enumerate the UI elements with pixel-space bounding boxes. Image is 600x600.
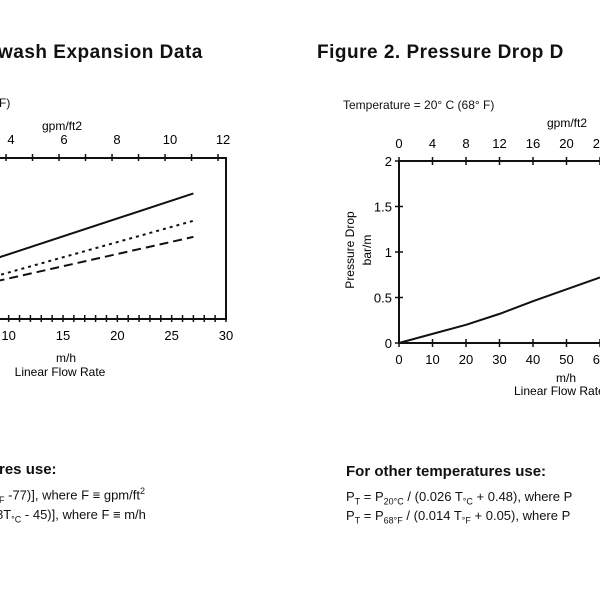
left-formulas-heading: res use: [0, 461, 57, 478]
right-formula-2: PT = P68°F / (0.014 T°F + 0.05), where P [346, 508, 570, 526]
right-temperature-label: Temperature = 20° C (68° F) [343, 98, 495, 112]
f1-mid: -77)], where F ≡ gpm/ft [4, 487, 140, 503]
rf1-b: = P [360, 489, 384, 504]
rf2-asub: T [354, 515, 361, 526]
x-tick-label: 50 [559, 352, 573, 367]
x2-tick-label: 20 [559, 136, 573, 151]
rf1-d: + 0.48), where P [472, 489, 573, 504]
rf2-d: + 0.05), where P [470, 508, 571, 523]
f2-mid: - 45)], where F ≡ m/h [21, 507, 146, 522]
f2-pre: 8T [0, 507, 12, 522]
x-tick-label: 10 [1, 328, 15, 343]
plot-frame [0, 157, 227, 320]
series-line-solid [0, 192, 194, 259]
rf2-bsub: 68°F [383, 515, 403, 526]
x2-tick-label: 0 [395, 136, 402, 151]
rf1-a: P [346, 489, 355, 504]
x-axis-unit: m/h [56, 351, 76, 365]
left-formula-2: 8T°C - 45)], where F ≡ m/h [0, 507, 146, 525]
x-tick-label: 20 [110, 328, 124, 343]
right-figure-title: Figure 2. Pressure Drop D [317, 42, 564, 63]
y-tick-label: 0 [385, 336, 392, 351]
f2-sub: °C [11, 514, 22, 525]
rf1-csub: °C [462, 496, 473, 507]
rf1-asub: T [354, 496, 361, 507]
x2-tick-label: 12 [216, 132, 230, 147]
series-line-pressure-drop [398, 276, 600, 344]
x2-axis-unit: gpm/ft2 [547, 116, 587, 130]
right-formulas-heading: For other temperatures use: [346, 463, 547, 480]
y-axis-unit: bar/m [360, 235, 374, 266]
x2-axis-unit: gpm/ft2 [42, 119, 82, 133]
x-axis-label: Linear Flow Rate [15, 365, 106, 379]
right-chart: 0 10 20 30 40 50 60 0 4 8 12 16 20 24 0 0.5 1 1.5 2 gpm/ft2… [343, 116, 600, 398]
x-tick-label: 0 [395, 352, 402, 367]
x-tick-label: 25 [164, 328, 178, 343]
x-tick-label: 15 [56, 328, 70, 343]
rf2-c: / (0.014 T [402, 508, 462, 523]
x-tick-label: 30 [492, 352, 506, 367]
x2-tick-label: 8 [113, 132, 120, 147]
x-tick-label: 10 [425, 352, 439, 367]
f1-sub: F [0, 494, 5, 505]
x2-tick-label: 4 [429, 136, 436, 151]
y-tick-label: 1.5 [374, 200, 392, 215]
y-axis-label: Pressure Drop [343, 211, 357, 289]
x2-tick-label: 16 [526, 136, 540, 151]
rf2-a: P [346, 508, 355, 523]
right-formula-1: PT = P20°C / (0.026 T°C + 0.48), where P [346, 489, 572, 507]
rf2-b: = P [360, 508, 384, 523]
rf2-csub: °F [461, 515, 471, 526]
x-axis-label: Linear Flow Rate [514, 384, 600, 398]
x2-tick-label: 24 [593, 136, 600, 151]
left-figure-title: wash Expansion Data [0, 42, 203, 63]
f1-sup: 2 [139, 486, 145, 496]
left-formula-1: F -77)], where F ≡ gpm/ft2 [0, 486, 145, 505]
x2-tick-label: 12 [492, 136, 506, 151]
x-tick-label: 40 [526, 352, 540, 367]
rf1-c: / (0.026 T [403, 489, 463, 504]
x-tick-label: 30 [219, 328, 233, 343]
left-temperature-label: F) [0, 96, 11, 110]
x-axis-unit: m/h [556, 371, 576, 385]
x2-tick-label: 4 [7, 132, 14, 147]
y-tick-label: 0.5 [374, 291, 392, 306]
x2-tick-label: 6 [60, 132, 67, 147]
rf1-bsub: 20°C [383, 496, 404, 507]
x-tick-label: 60 [593, 352, 600, 367]
y-tick-label: 2 [385, 154, 392, 169]
x-tick-label: 20 [459, 352, 473, 367]
series-line-dotted [0, 219, 194, 276]
x2-tick-label: 10 [163, 132, 177, 147]
x2-tick-label: 8 [462, 136, 469, 151]
y-tick-label: 1 [385, 245, 392, 260]
